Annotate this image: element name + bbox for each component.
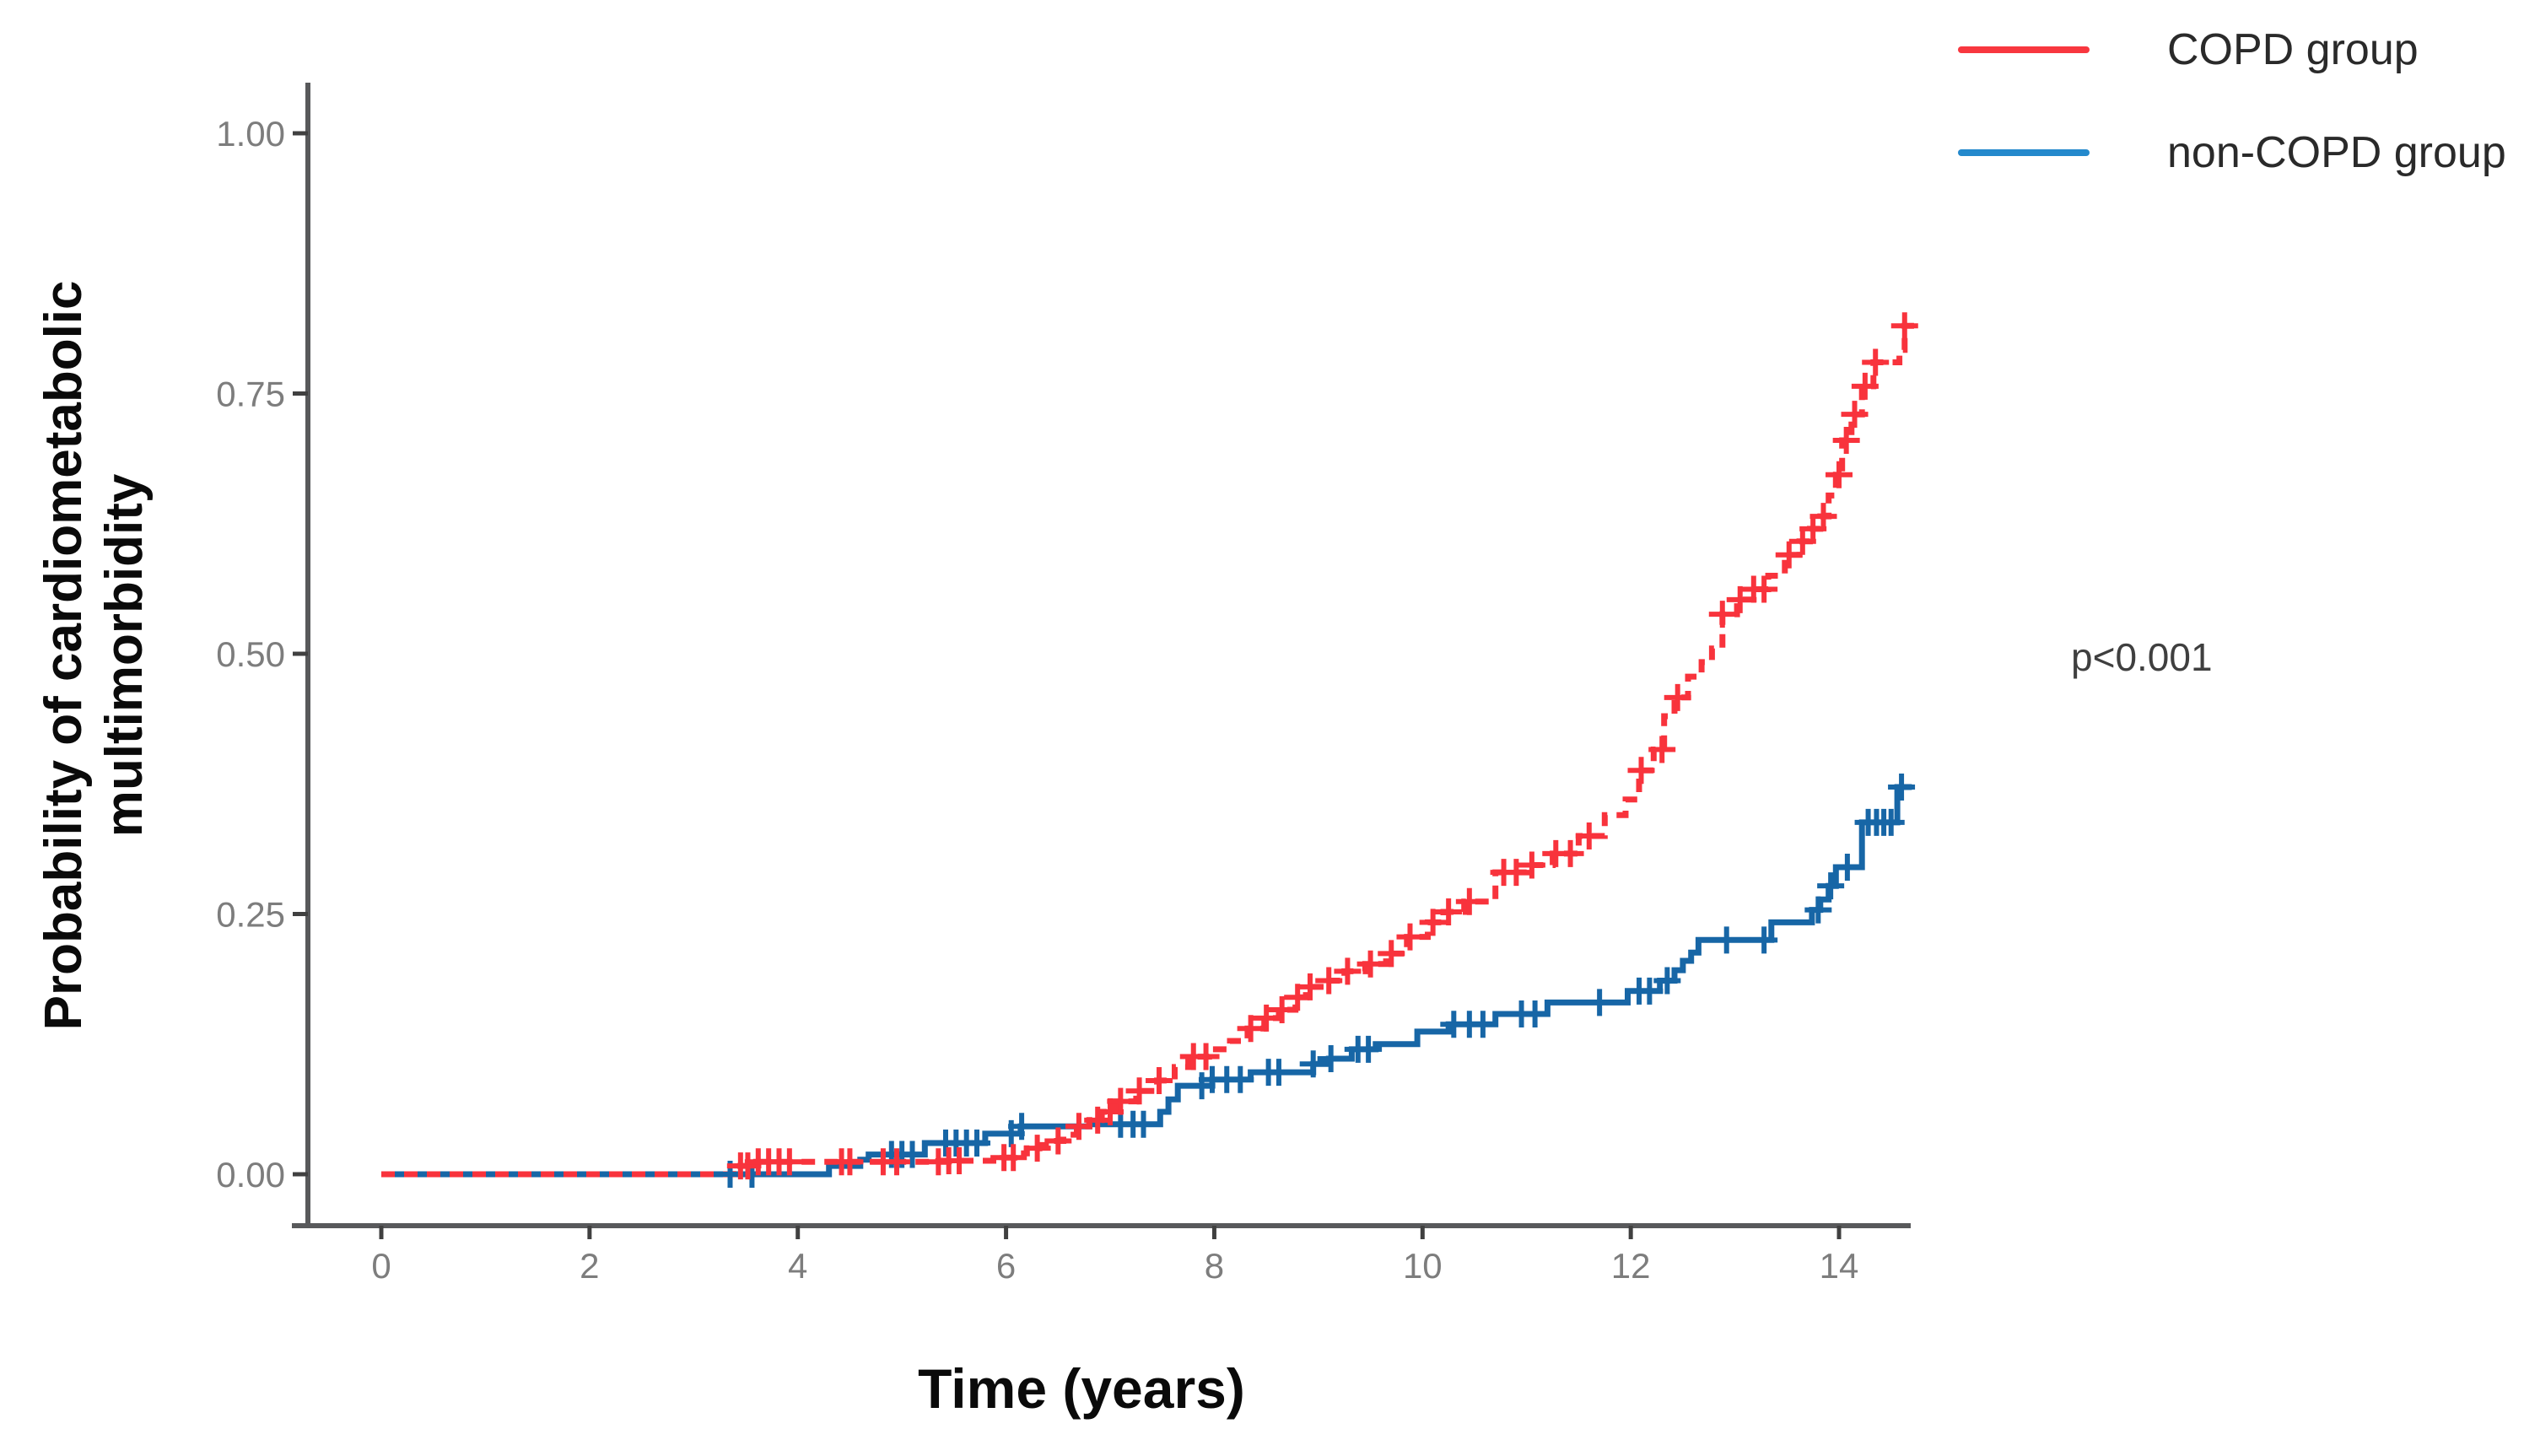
x-axis-title: Time (years) bbox=[918, 1357, 1245, 1420]
censor-mark-copd bbox=[1125, 1077, 1153, 1105]
censor-mark-copd bbox=[882, 1148, 910, 1176]
censor-mark-copd bbox=[836, 1148, 864, 1176]
censor-mark-copd bbox=[1648, 736, 1676, 763]
censor-mark-non-copd bbox=[1265, 1059, 1292, 1087]
y-tick-label: 1.00 bbox=[216, 114, 285, 154]
censor-mark-copd bbox=[1556, 839, 1584, 867]
censor-mark-copd bbox=[1192, 1043, 1220, 1070]
legend-label-copd: COPD group bbox=[2167, 25, 2419, 74]
censor-mark-copd bbox=[1890, 312, 1918, 340]
y-axis-title-line2: multimorbidity bbox=[95, 473, 154, 838]
x-tick-label: 6 bbox=[996, 1246, 1016, 1286]
x-tick-label: 8 bbox=[1205, 1246, 1224, 1286]
censor-mark-copd bbox=[1518, 851, 1545, 879]
censor-mark-non-copd bbox=[1521, 1000, 1549, 1027]
censor-mark-non-copd bbox=[1130, 1110, 1157, 1138]
censor-mark-non-copd bbox=[1750, 926, 1778, 954]
censor-mark-non-copd bbox=[1227, 1065, 1254, 1093]
censor-mark-copd bbox=[1775, 541, 1803, 569]
censor-mark-non-copd bbox=[1817, 872, 1845, 900]
censor-mark-non-copd bbox=[1299, 1050, 1327, 1078]
curve-copd bbox=[381, 322, 1914, 1178]
legend-item-non-copd: non-COPD group bbox=[1958, 126, 2506, 180]
censor-mark-non-copd bbox=[1469, 1011, 1497, 1038]
censor-mark-copd bbox=[1841, 401, 1869, 429]
censor-mark-copd bbox=[946, 1146, 973, 1174]
legend-line-non-copd-icon bbox=[1958, 149, 2090, 156]
censor-mark-copd bbox=[1832, 427, 1860, 455]
censor-mark-copd bbox=[1253, 1004, 1281, 1032]
curve-non-copd bbox=[381, 784, 1912, 1178]
legend-label-non-copd: non-COPD group bbox=[2167, 128, 2506, 177]
censor-mark-copd bbox=[1237, 1015, 1265, 1043]
censor-mark-copd bbox=[1396, 923, 1424, 951]
censor-mark-copd bbox=[1726, 585, 1754, 613]
y-axis-title: Probability of cardiometabolic multimorb… bbox=[34, 132, 155, 1178]
y-tick-label: 0.50 bbox=[216, 634, 285, 674]
censor-mark-copd bbox=[1356, 950, 1384, 978]
censor-mark-copd bbox=[1664, 683, 1691, 711]
y-tick-label: 0.25 bbox=[216, 895, 285, 935]
censor-mark-copd bbox=[1334, 957, 1362, 985]
censor-mark-copd bbox=[1378, 940, 1405, 968]
censor-mark-copd bbox=[1708, 601, 1736, 628]
censor-mark-copd bbox=[1750, 575, 1778, 603]
y-axis-title-line1: Probability of cardiometabolic bbox=[35, 280, 94, 1031]
censor-mark-non-copd bbox=[1833, 853, 1861, 881]
censor-mark-non-copd bbox=[1636, 977, 1664, 1005]
censor-mark-copd bbox=[775, 1148, 803, 1176]
censor-mark-non-copd bbox=[1888, 773, 1916, 801]
censor-mark-copd bbox=[1851, 372, 1879, 400]
x-tick-label: 0 bbox=[371, 1246, 391, 1286]
legend-line-copd-icon bbox=[1958, 46, 2090, 53]
x-tick-label: 10 bbox=[1403, 1246, 1443, 1286]
censor-mark-copd bbox=[1809, 503, 1837, 531]
x-tick-label: 2 bbox=[580, 1246, 599, 1286]
censor-mark-copd bbox=[1107, 1087, 1135, 1115]
censor-mark-copd bbox=[1826, 461, 1853, 488]
censor-mark-copd bbox=[1065, 1113, 1092, 1141]
censor-mark-copd bbox=[1023, 1135, 1051, 1162]
censor-mark-non-copd bbox=[1317, 1045, 1345, 1073]
censor-mark-non-copd bbox=[1712, 926, 1740, 954]
y-tick-label: 0.75 bbox=[216, 375, 285, 414]
censor-mark-copd bbox=[1502, 859, 1530, 887]
censor-mark-copd bbox=[1297, 973, 1324, 1000]
censor-mark-non-copd bbox=[1586, 989, 1614, 1017]
censor-mark-non-copd bbox=[1877, 808, 1905, 836]
censor-mark-copd bbox=[1268, 996, 1296, 1024]
censor-mark-copd bbox=[1419, 909, 1447, 936]
censor-mark-copd bbox=[1146, 1066, 1173, 1094]
censor-mark-copd bbox=[1862, 348, 1890, 376]
censor-mark-copd bbox=[1575, 822, 1603, 849]
censor-mark-non-copd bbox=[898, 1141, 926, 1168]
legend-item-copd: COPD group bbox=[1958, 23, 2419, 77]
x-tick-label: 4 bbox=[788, 1246, 807, 1286]
p-value-annotation: p<0.001 bbox=[2071, 635, 2213, 679]
censor-mark-copd bbox=[1000, 1144, 1027, 1172]
censor-mark-copd bbox=[1435, 898, 1463, 926]
censor-mark-copd bbox=[1315, 967, 1343, 995]
censor-mark-copd bbox=[1044, 1127, 1072, 1155]
censor-mark-non-copd bbox=[1008, 1113, 1036, 1141]
censor-mark-non-copd bbox=[1355, 1035, 1383, 1063]
censor-mark-non-copd bbox=[1804, 896, 1832, 924]
censor-mark-non-copd bbox=[963, 1129, 991, 1157]
censor-mark-copd bbox=[1455, 887, 1483, 915]
x-tick-label: 14 bbox=[1820, 1246, 1859, 1286]
censor-mark-copd bbox=[1627, 757, 1655, 785]
y-tick-label: 0.00 bbox=[216, 1155, 285, 1194]
censor-mark-non-copd bbox=[1653, 967, 1681, 995]
x-tick-label: 12 bbox=[1611, 1246, 1651, 1286]
